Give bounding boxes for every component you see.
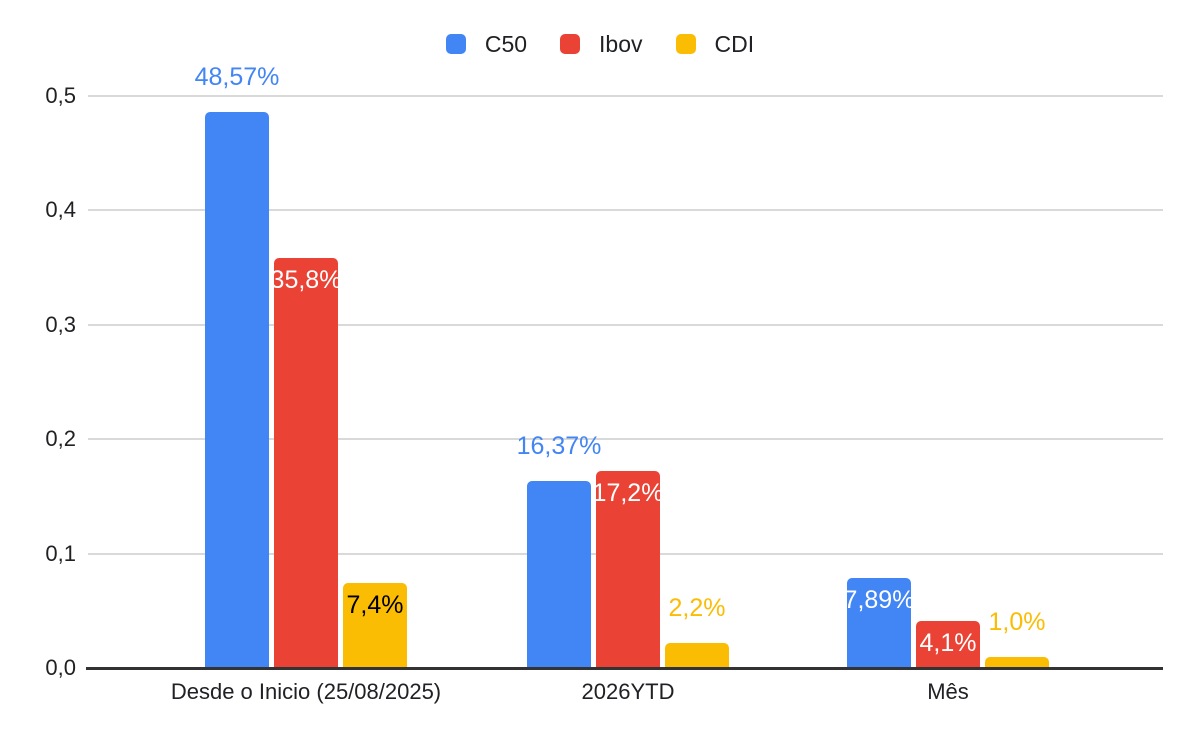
bar-value-label-cdi-2: 1,0%	[988, 607, 1046, 636]
gridline	[88, 95, 1163, 97]
bar-cdi-1[interactable]	[665, 642, 729, 668]
bar-value-label-ibov-0: 35,8%	[270, 266, 342, 295]
bar-value-label-ibov-2: 4,1%	[919, 629, 977, 658]
y-axis-tick-label: 0,2	[45, 426, 76, 452]
legend-swatch-cdi-icon	[675, 34, 696, 54]
y-axis-tick-label: 0,1	[45, 540, 76, 566]
y-axis-tick-label: 0,3	[45, 311, 76, 337]
gridline	[88, 438, 1163, 441]
legend-swatch-ibov-icon	[560, 34, 581, 54]
bar-ibov-1[interactable]	[596, 471, 660, 668]
bar-value-label-cdi-0: 7,4%	[346, 591, 404, 620]
legend-swatch-c50-icon	[445, 34, 466, 54]
y-axis-tick-label: 0,5	[45, 83, 76, 108]
bar-cdi-2[interactable]	[985, 656, 1049, 668]
bar-value-label-c50-2: 7,89%	[843, 585, 915, 614]
chart-legend: C50 Ibov CDI	[0, 30, 1200, 58]
bar-cdi-0[interactable]	[343, 583, 407, 668]
bar-ibov-2[interactable]	[916, 621, 980, 668]
x-axis-label-0: Desde o Inicio (25/08/2025)	[170, 679, 442, 704]
legend-label-cdi: CDI	[714, 31, 755, 57]
bar-value-label-ibov-1: 17,2%	[592, 479, 664, 508]
bar-c50-2[interactable]	[847, 577, 911, 668]
legend-item-cdi[interactable]: CDI	[675, 30, 755, 58]
bar-value-label-cdi-1: 2,2%	[668, 593, 726, 622]
bar-c50-1[interactable]	[527, 480, 591, 668]
x-axis-label-2: Mês	[927, 679, 969, 704]
bar-value-label-c50-1: 16,37%	[516, 431, 602, 460]
x-axis-line	[86, 667, 1163, 670]
x-axis-label-1: 2026YTD	[581, 679, 675, 704]
y-axis-tick-label: 0,0	[45, 655, 76, 680]
legend-label-c50: C50	[484, 31, 528, 57]
bar-c50-0[interactable]	[205, 112, 269, 668]
bar-value-label-c50-0: 48,57%	[194, 63, 280, 92]
gridline	[88, 323, 1163, 326]
gridline	[88, 209, 1163, 212]
bar-ibov-0[interactable]	[274, 258, 338, 668]
y-axis-tick-label: 0,4	[45, 197, 76, 223]
legend-item-c50[interactable]: C50	[445, 30, 528, 58]
legend-label-ibov: Ibov	[599, 31, 643, 57]
legend-item-ibov[interactable]: Ibov	[560, 30, 643, 58]
